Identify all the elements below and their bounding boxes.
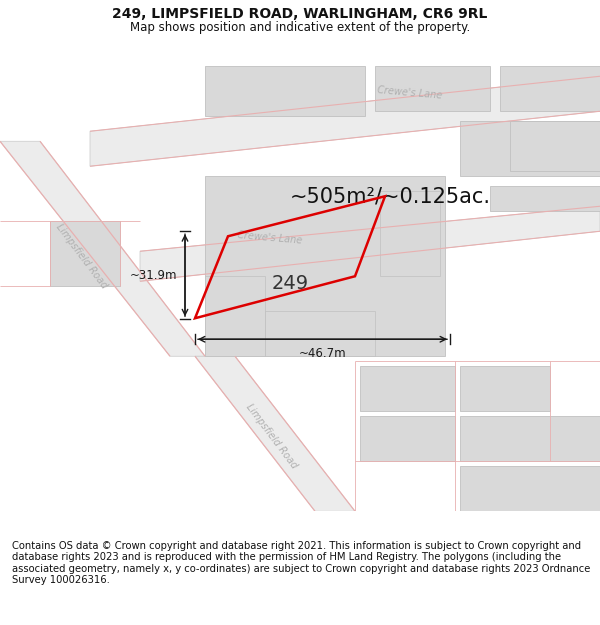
Polygon shape (490, 186, 600, 211)
Text: 249: 249 (271, 274, 308, 292)
Text: 249, LIMPSFIELD ROAD, WARLINGHAM, CR6 9RL: 249, LIMPSFIELD ROAD, WARLINGHAM, CR6 9R… (112, 8, 488, 21)
Polygon shape (510, 121, 600, 171)
Polygon shape (205, 176, 445, 356)
Text: Map shows position and indicative extent of the property.: Map shows position and indicative extent… (130, 21, 470, 34)
Text: ~31.9m: ~31.9m (130, 269, 177, 282)
Polygon shape (460, 416, 600, 461)
Polygon shape (375, 66, 490, 111)
Polygon shape (360, 366, 455, 411)
Polygon shape (195, 356, 355, 511)
Text: Crewe's Lane: Crewe's Lane (377, 86, 443, 101)
Text: Limpsfield Road: Limpsfield Road (55, 222, 110, 291)
Text: ~505m²/~0.125ac.: ~505m²/~0.125ac. (290, 186, 491, 206)
Text: Crewe's Lane: Crewe's Lane (237, 231, 303, 246)
Text: ~46.7m: ~46.7m (299, 348, 346, 360)
Polygon shape (460, 366, 550, 411)
Polygon shape (460, 121, 600, 176)
Polygon shape (50, 221, 120, 286)
Polygon shape (205, 66, 365, 116)
Polygon shape (360, 416, 455, 461)
Polygon shape (380, 191, 440, 276)
Polygon shape (140, 206, 600, 281)
Polygon shape (265, 311, 375, 356)
Text: Limpsfield Road: Limpsfield Road (244, 402, 299, 471)
Text: Contains OS data © Crown copyright and database right 2021. This information is : Contains OS data © Crown copyright and d… (12, 541, 590, 586)
Polygon shape (0, 141, 205, 356)
Polygon shape (205, 276, 265, 356)
Polygon shape (460, 466, 600, 511)
Polygon shape (500, 66, 600, 111)
Polygon shape (90, 76, 600, 166)
